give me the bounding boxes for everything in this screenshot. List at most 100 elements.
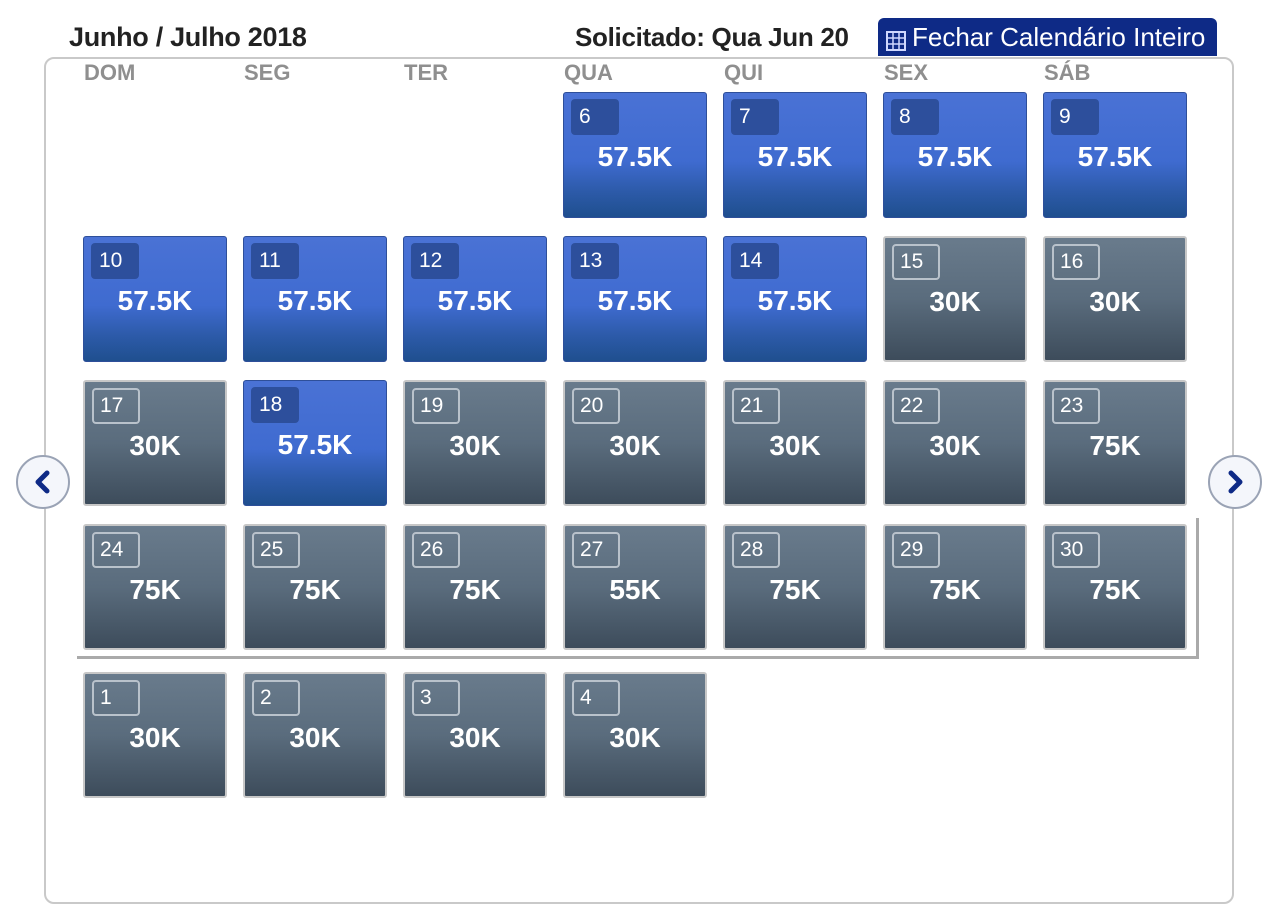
day-price: 75K [1089,574,1141,605]
day-price: 75K [1089,430,1141,461]
next-button[interactable] [1208,455,1262,509]
calendar-day-cell[interactable]: 8 57.5K [883,92,1027,218]
calendar-day-cell[interactable]: 13 57.5K [563,236,707,362]
day-price: 75K [289,574,341,605]
day-number: 25 [252,532,300,568]
requested-date-label: Solicitado: Qua Jun 20 [575,22,849,52]
weekday-label: QUI [724,60,764,85]
day-price: 30K [449,722,501,753]
day-price: 57.5K [1077,141,1153,172]
day-number: 18 [251,387,299,423]
day-price: 55K [609,574,661,605]
chevron-right-icon [1228,470,1243,494]
calendar-day-cell[interactable]: 23 75K [1043,380,1187,506]
day-price: 57.5K [597,285,673,316]
day-number: 4 [572,680,620,716]
day-price: 57.5K [277,285,353,316]
day-number: 29 [892,532,940,568]
close-calendar-label: Fechar Calendário Inteiro [912,21,1206,52]
day-number: 8 [891,99,939,135]
calendar-day-cell[interactable]: 6 57.5K [563,92,707,218]
day-number: 6 [571,99,619,135]
day-number: 2 [252,680,300,716]
day-number: 3 [412,680,460,716]
day-number: 10 [91,243,139,279]
day-price: 57.5K [757,285,833,316]
day-number: 11 [251,243,299,279]
day-price: 57.5K [597,141,673,172]
calendar-day-cell[interactable]: 21 30K [723,380,867,506]
calendar-grid-icon [886,27,906,51]
calendar-day-cell[interactable]: 1 30K [83,672,227,798]
calendar-day-cell[interactable]: 14 57.5K [723,236,867,362]
day-price: 57.5K [117,285,193,316]
day-price: 30K [1089,286,1141,317]
day-price: 30K [769,430,821,461]
day-number: 26 [412,532,460,568]
calendar-day-cell[interactable]: 24 75K [83,524,227,650]
day-price: 30K [129,722,181,753]
calendar-day-cell[interactable]: 4 30K [563,672,707,798]
weekday-label: DOM [84,60,136,85]
weekday-label: TER [404,60,448,85]
calendar-day-cell[interactable]: 11 57.5K [243,236,387,362]
day-price: 30K [929,286,981,317]
day-price: 75K [769,574,821,605]
calendar-day-cell[interactable]: 2 30K [243,672,387,798]
calendar-day-cell[interactable]: 7 57.5K [723,92,867,218]
calendar-day-cell[interactable]: 17 30K [83,380,227,506]
previous-button[interactable] [16,455,70,509]
day-price: 30K [129,430,181,461]
day-number: 28 [732,532,780,568]
day-number: 21 [732,388,780,424]
calendar-day-cell[interactable]: 15 30K [883,236,1027,362]
day-price: 57.5K [917,141,993,172]
day-price: 30K [289,722,341,753]
calendar-day-cell[interactable]: 16 30K [1043,236,1187,362]
chevron-left-icon [35,470,50,494]
day-price: 57.5K [277,429,353,460]
calendar-day-cell[interactable]: 29 75K [883,524,1027,650]
day-number: 23 [1052,388,1100,424]
close-calendar-button[interactable]: Fechar Calendário Inteiro [878,18,1217,56]
calendar-day-cell[interactable]: 25 75K [243,524,387,650]
day-price: 75K [129,574,181,605]
month-divider-horizontal [77,656,1199,659]
day-number: 30 [1052,532,1100,568]
weekday-label: SEG [244,60,291,85]
calendar-day-cell[interactable]: 26 75K [403,524,547,650]
calendar-day-cell[interactable]: 3 30K [403,672,547,798]
day-number: 9 [1051,99,1099,135]
day-number: 12 [411,243,459,279]
day-price: 30K [609,430,661,461]
calendar-day-cell[interactable]: 12 57.5K [403,236,547,362]
day-number: 16 [1052,244,1100,280]
day-number: 17 [92,388,140,424]
day-price: 30K [449,430,501,461]
weekday-label: SÁB [1044,60,1091,85]
calendar-day-cell[interactable]: 30 75K [1043,524,1187,650]
calendar-day-cell[interactable]: 10 57.5K [83,236,227,362]
calendar-day-cell[interactable]: 22 30K [883,380,1027,506]
day-number: 20 [572,388,620,424]
day-price: 30K [929,430,981,461]
calendar-day-cell[interactable]: 18 57.5K [243,380,387,506]
calendar-day-cell[interactable]: 9 57.5K [1043,92,1187,218]
day-number: 14 [731,243,779,279]
day-number: 24 [92,532,140,568]
day-number: 15 [892,244,940,280]
calendar-day-cell[interactable]: 27 55K [563,524,707,650]
day-price: 57.5K [757,141,833,172]
day-number: 27 [572,532,620,568]
calendar-day-cell[interactable]: 28 75K [723,524,867,650]
calendar-day-cell[interactable]: 19 30K [403,380,547,506]
day-number: 22 [892,388,940,424]
day-price: 57.5K [437,285,513,316]
day-price: 75K [929,574,981,605]
day-number: 13 [571,243,619,279]
calendar-day-cell[interactable]: 20 30K [563,380,707,506]
weekday-label: QUA [564,60,613,85]
weekday-label: SEX [884,60,929,85]
day-price: 30K [609,722,661,753]
day-number: 7 [731,99,779,135]
